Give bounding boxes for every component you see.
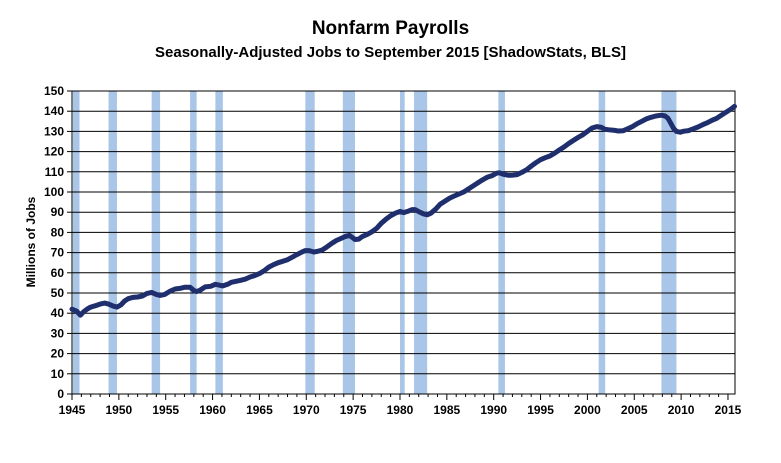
y-tick-label: 60 [51, 266, 65, 280]
x-tick-label: 2015 [715, 403, 742, 417]
x-tick-label: 1990 [480, 403, 507, 417]
y-tick-label: 70 [51, 246, 65, 260]
x-tick-label: 1960 [199, 403, 226, 417]
y-tick-label: 0 [57, 387, 64, 401]
x-tick-label: 1975 [340, 403, 367, 417]
plot-frame [71, 90, 736, 395]
y-tick-label: 150 [44, 84, 64, 98]
x-tick-label: 1985 [433, 403, 460, 417]
y-tick-label: 140 [44, 104, 64, 118]
y-tick-label: 130 [44, 124, 64, 138]
x-tick-label: 1965 [246, 403, 273, 417]
recession-band [399, 91, 405, 394]
chart-title: Nonfarm Payrolls [311, 18, 470, 39]
x-tick-label: 1970 [293, 403, 320, 417]
x-tick-label: 1980 [387, 403, 414, 417]
y-tick-label: 80 [51, 225, 65, 239]
y-tick-label: 40 [51, 306, 65, 320]
x-tick-label: 2005 [621, 403, 648, 417]
x-tick-label: 2000 [574, 403, 601, 417]
x-tick-label: 1950 [106, 403, 133, 417]
recession-band [661, 91, 677, 394]
recession-band [414, 91, 428, 394]
y-tick-label: 50 [51, 286, 65, 300]
recession-band [190, 91, 197, 394]
y-tick-label: 10 [51, 367, 65, 381]
series-line-payrolls [69, 103, 737, 318]
y-tick-label: 30 [51, 326, 65, 340]
recession-band [215, 91, 223, 394]
recession-band [305, 91, 315, 394]
y-tick-label: 100 [44, 185, 64, 199]
recession-band [498, 91, 505, 394]
y-tick-label: 120 [44, 145, 64, 159]
recession-band [151, 91, 161, 394]
y-tick-label: 110 [45, 165, 65, 179]
y-tick-label: 20 [51, 347, 65, 361]
x-tick-label: 1955 [152, 403, 179, 417]
recession-band [72, 91, 80, 394]
x-tick-label: 2010 [668, 403, 695, 417]
recession-band [598, 91, 606, 394]
recession-band [342, 91, 356, 394]
recession-band [108, 91, 117, 394]
x-tick-label: 1945 [59, 403, 86, 417]
y-tick-label: 90 [51, 205, 65, 219]
chart-subtitle: Seasonally-Adjusted Jobs to September 20… [155, 44, 626, 61]
x-tick-label: 1995 [527, 403, 554, 417]
y-axis-label: Millions of Jobs [24, 196, 38, 287]
